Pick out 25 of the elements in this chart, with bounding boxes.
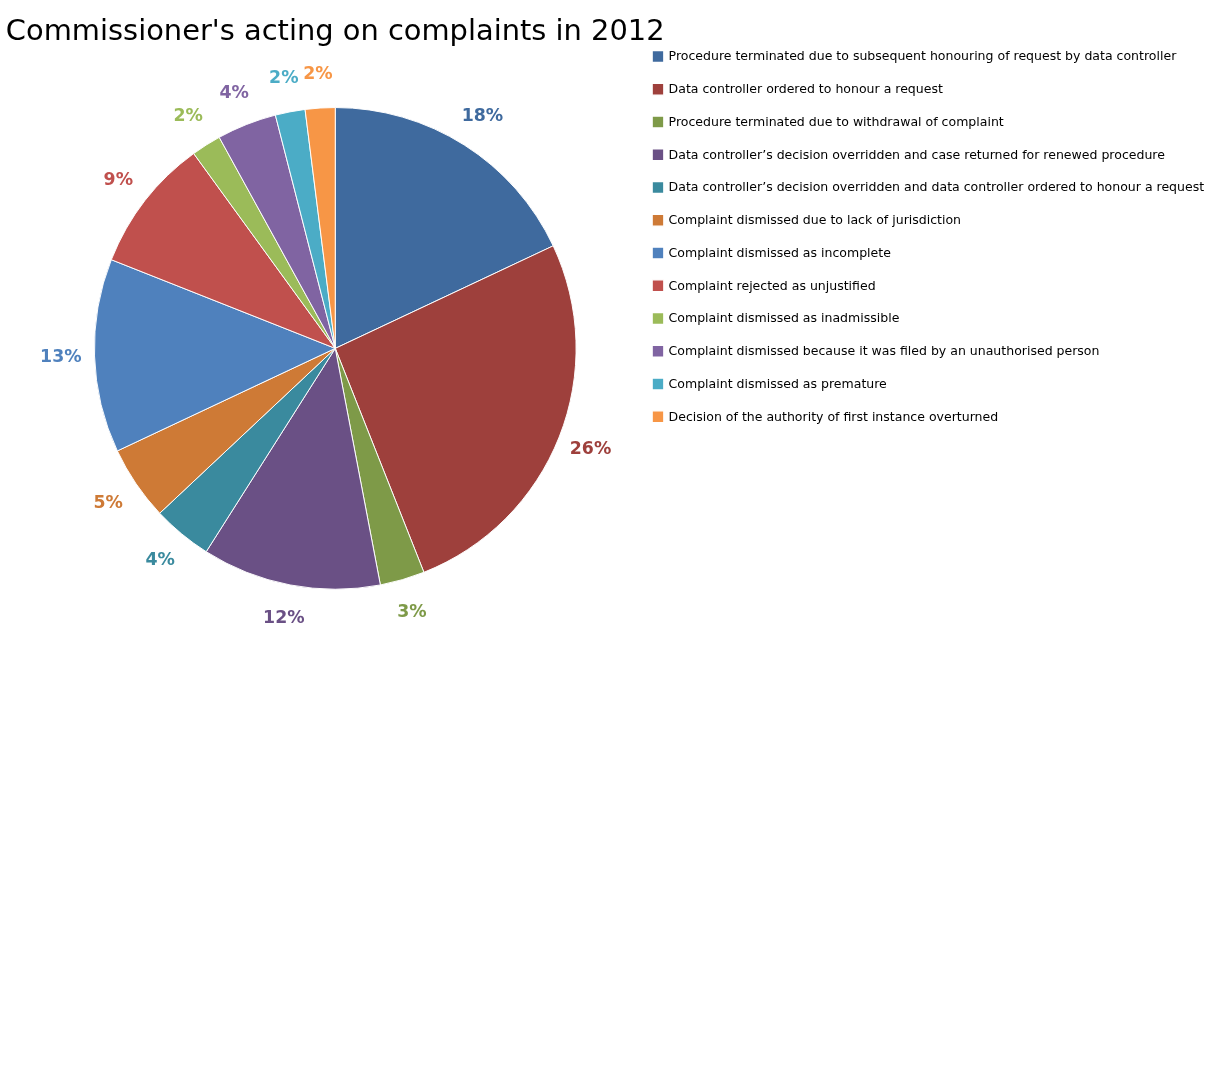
data-label: 3%	[397, 600, 427, 621]
data-label: 2%	[269, 67, 299, 88]
legend-label: Data controller’s decision overridden and data controller ordered to honour a request	[668, 179, 1205, 195]
legend-label: Decision of the authority of first instance overturned	[668, 408, 999, 424]
data-label: 13%	[40, 345, 82, 366]
legend-label: Complaint dismissed as inadmissible	[668, 310, 900, 326]
legend-label: Complaint dismissed as incomplete	[668, 244, 892, 260]
chart-title: Commissioner's acting on complaints in 2012	[5, 13, 665, 48]
data-label: 5%	[93, 491, 123, 512]
legend-label: Procedure terminated due to withdrawal of complaint	[668, 113, 1004, 129]
legend-label: Complaint dismissed as premature	[668, 375, 888, 391]
legend-label: Complaint rejected as unjustified	[668, 277, 876, 293]
legend-label: Complaint dismissed due to lack of jurisdiction	[668, 212, 962, 228]
data-label: 12%	[263, 606, 305, 627]
legend-label: Procedure terminated due to subsequent honouring of request by data controller	[668, 48, 1178, 64]
data-label: 9%	[103, 168, 134, 189]
legend-label: Data controller’s decision overridden and case returned for renewed procedure	[668, 146, 1166, 162]
data-label: 4%	[219, 81, 249, 102]
data-label: 4%	[145, 548, 175, 569]
legend-label: Data controller ordered to honour a request	[668, 81, 943, 97]
legend-label: Complaint dismissed because it was filed by an unauthorised person	[668, 343, 1100, 359]
data-label: 26%	[569, 438, 612, 459]
data-label: 18%	[461, 105, 504, 126]
data-label: 2%	[303, 63, 333, 84]
data-label: 2%	[173, 105, 203, 126]
